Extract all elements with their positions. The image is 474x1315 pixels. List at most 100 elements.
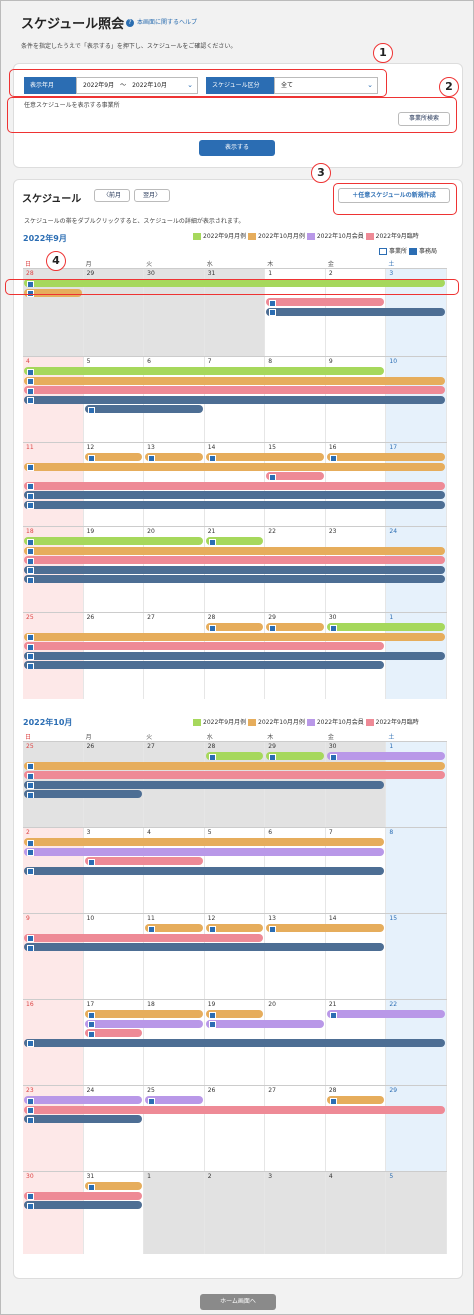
help-link[interactable]: ? 本画面に関するヘルプ [126,17,197,27]
office-search-button[interactable]: 事業所検索 [398,112,450,126]
schedule-bar[interactable] [24,575,445,583]
day-cell[interactable]: 27 [265,1086,326,1172]
schedule-bar[interactable] [326,752,445,760]
schedule-bar[interactable] [84,1029,143,1037]
schedule-bar[interactable] [84,405,203,413]
schedule-bar[interactable] [24,790,143,798]
day-cell[interactable]: 5 [386,1172,448,1254]
schedule-bar[interactable] [24,651,445,660]
schedule-bar[interactable] [24,847,385,856]
schedule-bar[interactable] [205,623,264,631]
schedule-bar[interactable] [24,376,445,385]
schedule-bar[interactable] [24,1191,143,1200]
day-cell[interactable]: 26 [204,1086,266,1172]
day-number: 1 [389,614,394,621]
day-cell[interactable]: 10 [83,914,145,1000]
highlight-box-1 [9,69,387,97]
schedule-bar[interactable] [84,1010,203,1018]
period-select[interactable]: 2022年9月 ～ 2022年10月 ⌄ [76,77,198,94]
schedule-bar[interactable] [24,780,385,789]
schedule-bar[interactable] [84,453,143,461]
new-schedule-button[interactable]: ＋任意スケジュールの新規作成 [338,188,450,203]
day-number: 12 [86,444,95,451]
day-number: 16 [328,444,337,451]
schedule-bar[interactable] [205,1019,324,1028]
weekday-header: 水 [206,261,213,268]
schedule-bar[interactable] [266,623,324,631]
day-cell[interactable]: 30 [23,1172,84,1254]
schedule-bar[interactable] [24,537,203,545]
schedule-bar[interactable] [326,453,445,461]
day-number: 3 [268,1173,273,1180]
schedule-bar[interactable] [24,1115,143,1123]
next-month-button[interactable]: 翌月〉 [134,189,170,202]
schedule-bar[interactable] [205,537,264,545]
day-number: 16 [26,1001,34,1008]
schedule-bar[interactable] [24,1096,143,1104]
day-cell[interactable]: 3 [265,1172,326,1254]
schedule-bar[interactable] [266,752,324,760]
schedule-bar[interactable] [84,1182,143,1190]
schedule-bar[interactable] [24,838,385,846]
schedule-bar[interactable] [24,395,445,404]
schedule-bar[interactable] [326,1096,385,1104]
home-button[interactable]: ホーム画面へ [200,1294,276,1310]
schedule-bar[interactable] [24,866,385,875]
schedule-bar[interactable] [266,307,445,316]
schedule-bar[interactable] [24,1038,445,1047]
day-number: 11 [147,915,155,922]
day-cell[interactable]: 4 [325,1172,387,1254]
schedule-bar[interactable] [205,924,264,932]
day-cell[interactable]: 8 [386,828,448,914]
schedule-bar[interactable] [24,279,445,287]
schedule-bar[interactable] [326,1010,445,1018]
schedule-bar[interactable] [24,933,264,942]
schedule-bar[interactable] [205,752,264,760]
schedule-bar[interactable] [24,642,385,650]
day-number: 4 [328,1173,333,1180]
schedule-bar[interactable] [24,1105,445,1114]
schedule-bar[interactable] [84,1019,203,1028]
weekday-header: 月 [85,734,92,741]
day-number: 29 [389,1087,398,1094]
show-button[interactable]: 表示する [199,140,275,156]
schedule-bar[interactable] [205,453,324,461]
day-number: 26 [207,1087,216,1094]
schedule-bar[interactable] [326,623,445,631]
schedule-bar[interactable] [24,556,445,564]
day-cell[interactable]: 1 [144,1172,205,1254]
weekday-header: 日 [25,261,32,268]
schedule-bar[interactable] [145,453,203,461]
schedule-bar[interactable] [24,546,445,555]
day-cell[interactable]: 15 [386,914,448,1000]
schedule-bar[interactable] [24,288,82,297]
day-cell[interactable]: 9 [23,914,84,1000]
schedule-bar[interactable] [205,1010,264,1018]
schedule-bar[interactable] [84,857,203,865]
schedule-bar[interactable] [24,761,445,770]
day-number: 28 [328,1087,337,1094]
day-number: 15 [268,444,276,451]
schedule-bar[interactable] [24,565,445,574]
day-number: 5 [207,829,212,836]
schedule-bar[interactable] [266,924,385,932]
schedule-bar[interactable] [24,481,445,490]
schedule-bar[interactable] [24,771,445,779]
schedule-bar[interactable] [24,943,385,951]
schedule-bar[interactable] [24,500,445,509]
category-select[interactable]: 全て ⌄ [274,77,378,94]
schedule-bar[interactable] [145,924,203,932]
schedule-bar[interactable] [24,367,385,375]
schedule-bar[interactable] [24,386,445,394]
day-cell[interactable]: 29 [386,1086,448,1172]
schedule-bar[interactable] [145,1096,203,1104]
schedule-bar[interactable] [24,632,445,641]
schedule-bar[interactable] [24,491,445,499]
schedule-bar[interactable] [266,298,385,306]
schedule-bar[interactable] [24,462,445,471]
schedule-bar[interactable] [266,472,324,480]
schedule-bar[interactable] [24,1201,143,1209]
prev-month-button[interactable]: 〈前月 [94,189,130,202]
schedule-bar[interactable] [24,661,385,669]
day-cell[interactable]: 2 [204,1172,266,1254]
